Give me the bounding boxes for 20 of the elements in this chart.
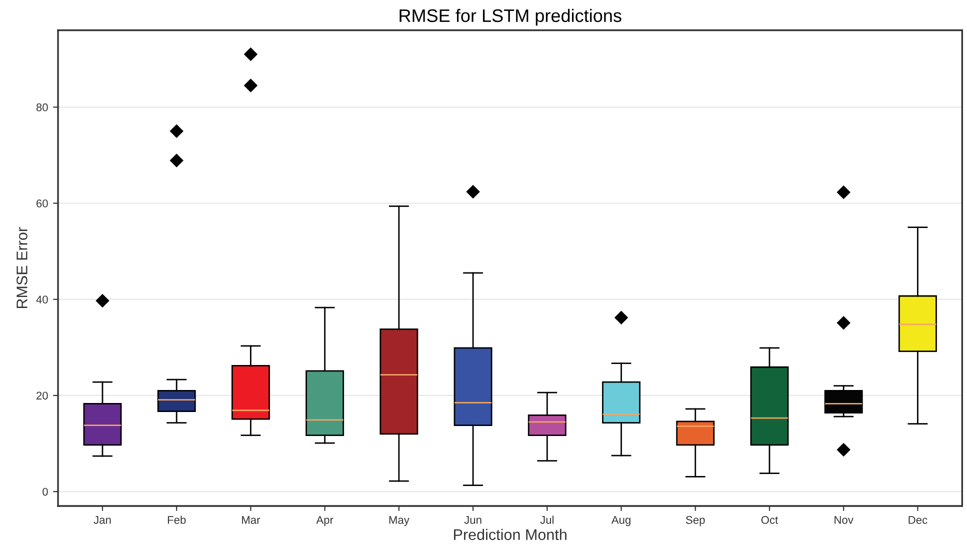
y-tick-label: 0 bbox=[42, 488, 48, 496]
x-tick-label: Dec bbox=[908, 516, 928, 524]
chart-title: RMSE for LSTM predictions bbox=[400, 8, 622, 26]
x-tick-label: Jan bbox=[94, 516, 111, 524]
x-tick-label: Aug bbox=[611, 516, 630, 526]
x-tick-label: Apr bbox=[316, 516, 334, 526]
x-tick-label: Jun bbox=[464, 516, 482, 524]
x-tick-label: Feb bbox=[168, 516, 186, 524]
y-tick-label: 20 bbox=[36, 392, 48, 400]
y-tick-label: 40 bbox=[36, 296, 48, 304]
x-axis-title: Prediction Month bbox=[454, 528, 566, 540]
y-tick-label: 60 bbox=[36, 200, 48, 208]
x-tick-label: Nov bbox=[834, 516, 854, 524]
x-tick-label: Sep bbox=[686, 516, 705, 526]
x-tick-label: Oct bbox=[761, 516, 778, 524]
x-tick-label: Jul bbox=[540, 516, 554, 524]
x-tick-label: May bbox=[389, 516, 410, 526]
y-tick-label: 80 bbox=[36, 103, 48, 112]
x-tick-label: Mar bbox=[242, 516, 260, 524]
y-axis-title: RMSE Error bbox=[16, 227, 28, 308]
